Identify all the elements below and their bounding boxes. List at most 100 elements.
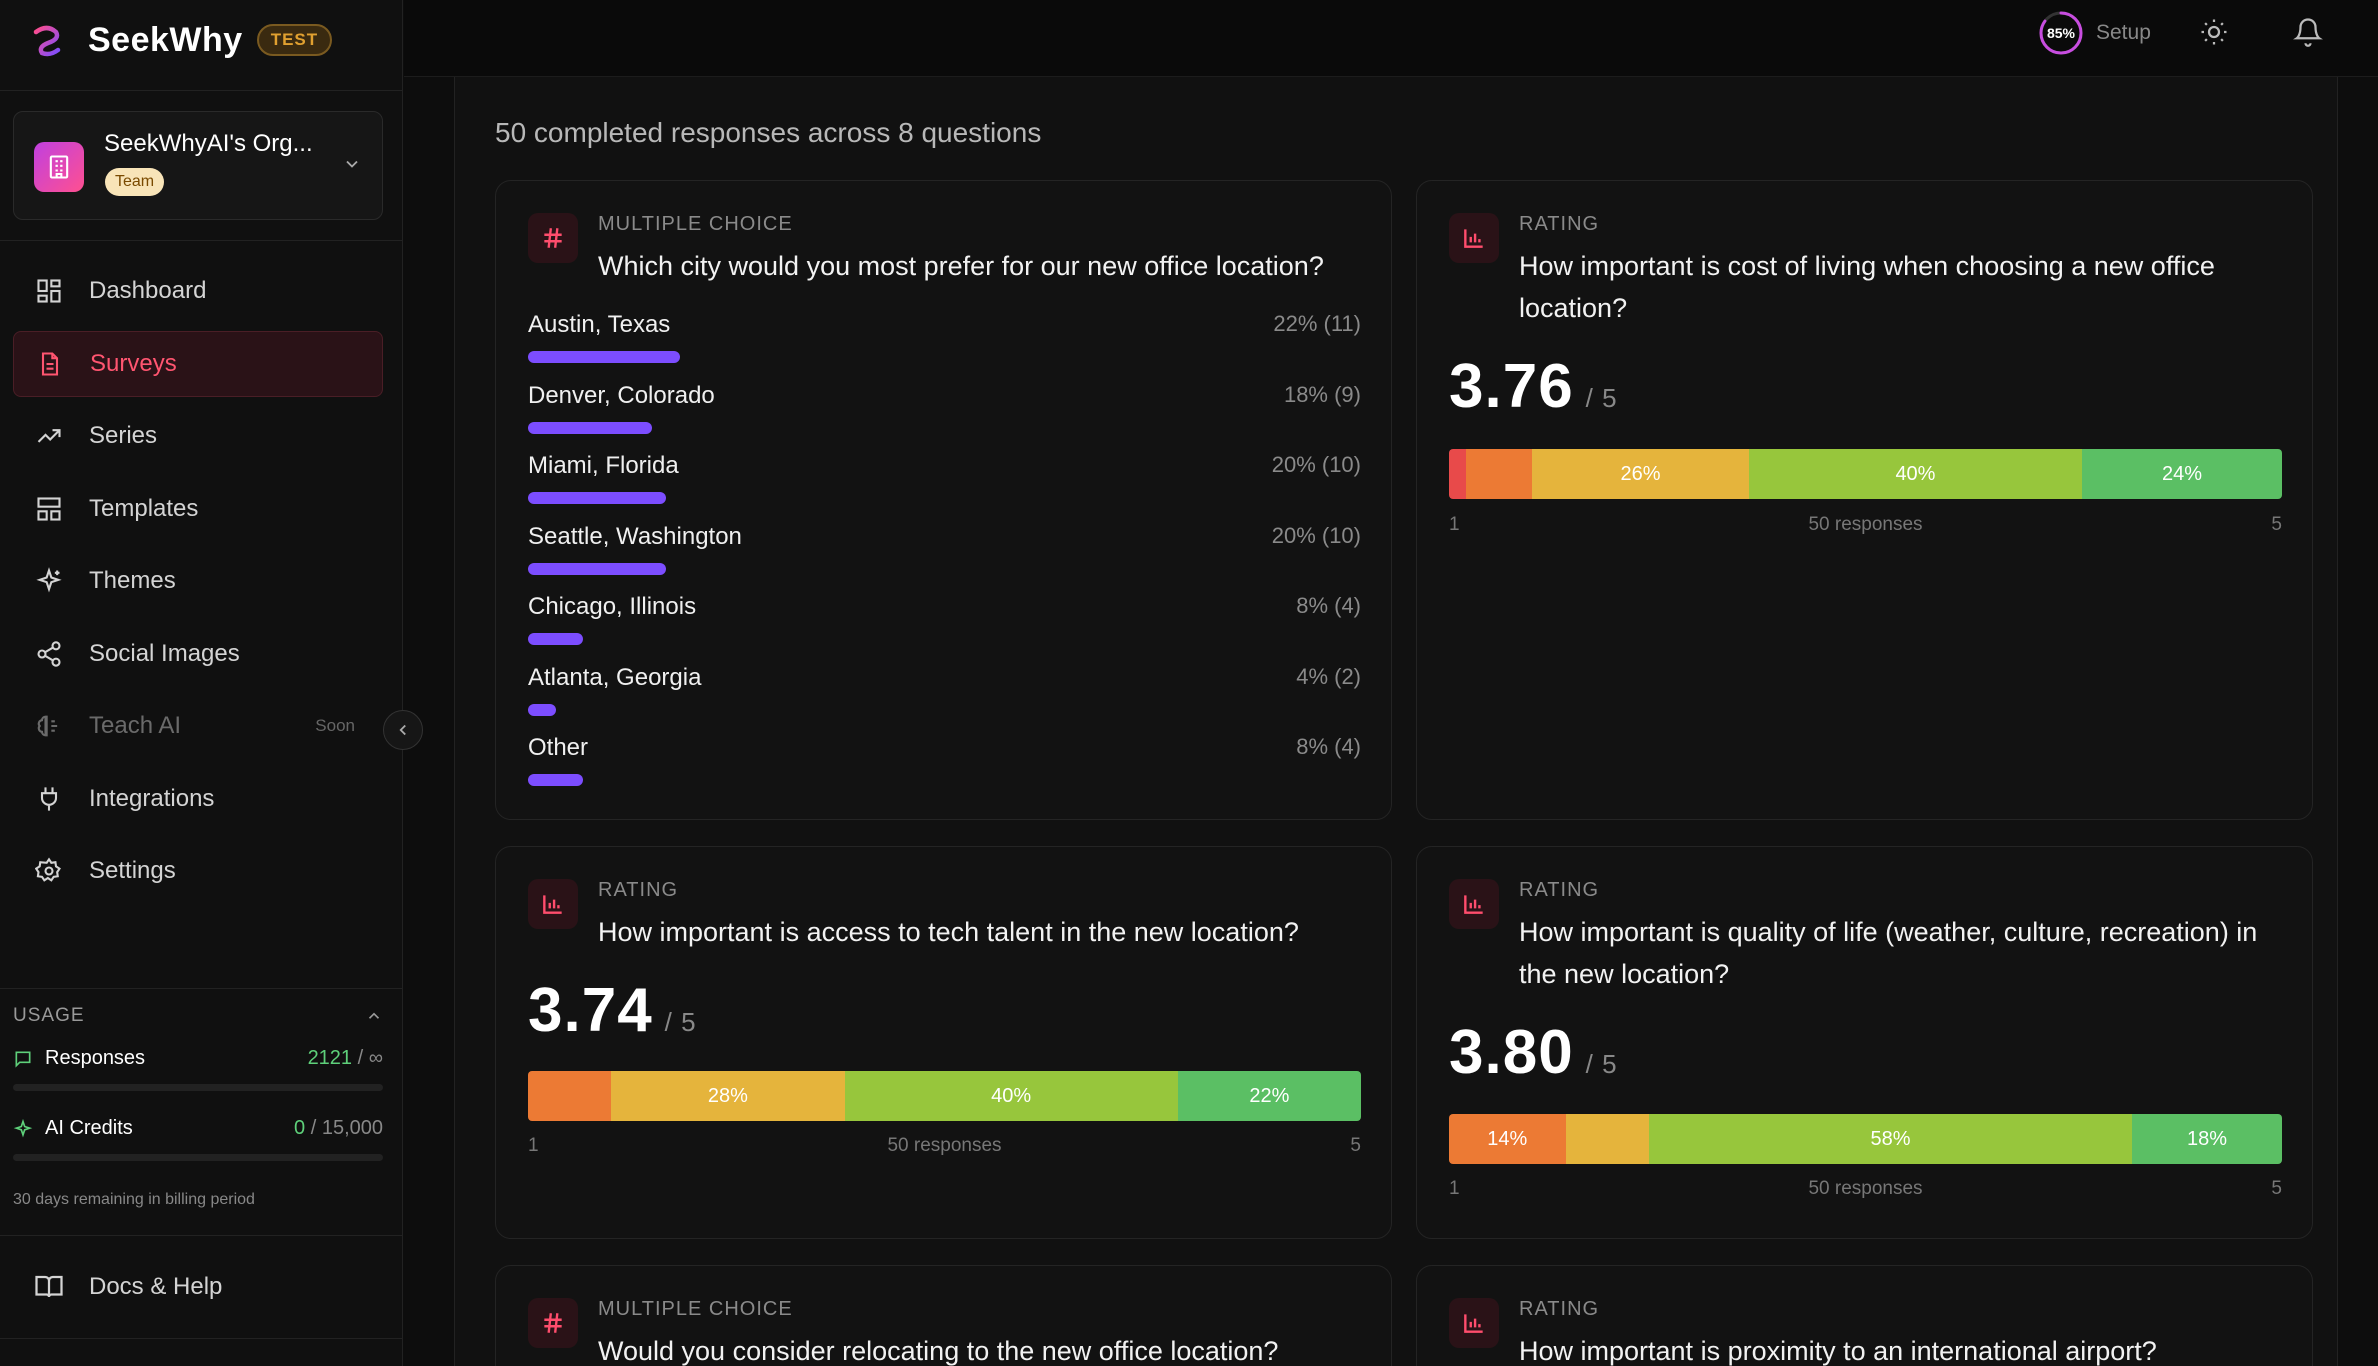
results-panel: 50 completed responses across 8 question… (454, 77, 2338, 1366)
nav-item-templates[interactable]: Templates (13, 476, 383, 542)
building-icon (34, 142, 84, 192)
question-type: RATING (1519, 879, 1600, 901)
chevron-down-icon (346, 160, 358, 168)
nav-item-settings[interactable]: Settings (13, 838, 383, 904)
rating-segment-4: 58% (1648, 1114, 2133, 1164)
choice-row: Chicago, Illinois 8% (4) (528, 593, 1361, 664)
rating-segment-4: 40% (844, 1071, 1178, 1121)
main-nav: Dashboard Surveys Series Templates Theme… (13, 258, 383, 911)
response-count: 50 responses (1808, 514, 1923, 535)
rating-segment-1 (1449, 449, 1466, 499)
setup-progress[interactable]: 85% Setup (2038, 10, 2151, 56)
choice-list: Austin, Texas 22% (11) Denver, Colorado 18… (528, 311, 1361, 805)
rating-segment-2: 14% (1449, 1114, 1566, 1164)
sparkles-icon (13, 1118, 33, 1137)
choice-row: Atlanta, Georgia 4% (2) (528, 664, 1361, 735)
axis-min: 1 (1449, 514, 1460, 535)
choice-row: Miami, Florida 20% (10) (528, 452, 1361, 523)
nav-item-integrations[interactable]: Integrations (13, 766, 383, 832)
question-type: MULTIPLE CHOICE (598, 213, 793, 235)
credits-progress (13, 1154, 383, 1161)
axis-max: 5 (1350, 1135, 1361, 1156)
chevron-left-icon (399, 724, 406, 736)
rating-segment-4: 40% (1748, 449, 2083, 499)
nav-label: Themes (89, 567, 176, 594)
choice-bar (528, 492, 666, 504)
choice-percent: 8% (4) (1296, 593, 1361, 618)
brand[interactable]: SeekWhy TEST (30, 18, 333, 62)
nav-label: Social Images (89, 639, 240, 667)
org-name: SeekWhyAI's Org... (104, 130, 313, 157)
question-title: How important is proximity to an interna… (1519, 1336, 2157, 1366)
billing-note: 30 days remaining in billing period (13, 1191, 255, 1208)
rating-segment-5: 24% (2082, 449, 2282, 499)
choice-label: Seattle, Washington (528, 522, 742, 550)
average-score: 3.80 / 5 (1449, 1017, 1618, 1088)
setup-progress-ring: 85% (2039, 11, 2083, 55)
collapse-sidebar-button[interactable] (383, 710, 423, 750)
response-count: 50 responses (887, 1135, 1002, 1156)
nav-label: Integrations (89, 784, 215, 812)
nav-item-series[interactable]: Series (13, 403, 383, 469)
choice-row: Austin, Texas 22% (11) (528, 311, 1361, 382)
axis-max: 5 (2271, 514, 2282, 535)
choice-label: Austin, Texas (528, 311, 671, 338)
choice-label: Denver, Colorado (528, 381, 715, 409)
notifications-button[interactable] (2290, 14, 2326, 50)
nav-item-themes[interactable]: Themes (13, 548, 383, 614)
choice-bar (528, 703, 556, 716)
choice-percent: 4% (2) (1296, 663, 1361, 689)
choice-percent: 18% (9) (1283, 381, 1361, 407)
score-denominator: / 5 (1585, 383, 1618, 413)
nav-item-dashboard[interactable]: Dashboard (13, 258, 383, 324)
book-open-icon (33, 1271, 65, 1303)
org-switcher[interactable]: SeekWhyAI's Org... Team (13, 111, 383, 220)
axis-min: 1 (1449, 1178, 1460, 1199)
question-title: How important is access to tech talent i… (598, 917, 1299, 947)
nav-label: Templates (89, 494, 199, 522)
docs-label: Docs & Help (89, 1273, 223, 1300)
score-value: 3.74 (528, 976, 653, 1045)
choice-bar (528, 562, 666, 575)
theme-toggle-button[interactable] (2196, 14, 2232, 50)
choice-label: Other (528, 734, 589, 761)
bell-icon (2293, 18, 2323, 47)
sparkles-icon (33, 565, 65, 597)
rating-segment-2 (1465, 449, 1533, 499)
nav-label: Teach AI (89, 712, 182, 739)
trending-up-icon (33, 420, 65, 452)
docs-help-link[interactable]: Docs & Help (13, 1254, 383, 1320)
sidebar: SeekWhy TEST SeekWhyAI's Org... Team Das… (0, 0, 403, 1366)
rating-segment-5: 18% (2132, 1114, 2282, 1164)
message-square-icon (15, 1051, 31, 1068)
divider (0, 240, 403, 241)
credits-usage: AI Credits 0 / 15,000 (13, 1117, 383, 1140)
nav-item-surveys[interactable]: Surveys (13, 330, 383, 397)
question-card: RATING How important is cost of living w… (1416, 180, 2313, 820)
choice-percent: 20% (10) (1271, 452, 1361, 477)
topbar: 85% Setup (404, 0, 2378, 77)
question-title: How important is cost of living when cho… (1519, 251, 2215, 323)
nav-label: Series (89, 422, 158, 449)
share-icon (33, 638, 65, 670)
responses-value: 2121 (307, 1047, 353, 1069)
test-badge: TEST (256, 24, 333, 56)
rating-segment-2 (528, 1071, 612, 1121)
response-count: 50 responses (1808, 1178, 1923, 1199)
choice-bar (528, 351, 680, 363)
score-value: 3.76 (1449, 352, 1574, 421)
setup-percent: 85% (2047, 25, 2076, 41)
hash-icon (528, 1298, 578, 1348)
usage-panel: USAGE Responses 2121 / ∞ AI Credits 0 / … (13, 1005, 383, 1209)
axis-max: 5 (2271, 1178, 2282, 1199)
score-denominator: / 5 (664, 1007, 697, 1037)
choice-percent: 22% (11) (1273, 311, 1361, 336)
nav-item-teach-ai: Teach AI Soon (13, 693, 383, 759)
credits-limit: / 15,000 (310, 1117, 383, 1139)
rating-segment-3: 26% (1532, 449, 1749, 499)
usage-header[interactable]: USAGE (13, 1005, 383, 1027)
question-type: RATING (1519, 213, 1600, 235)
layout-icon (33, 493, 65, 525)
nav-item-social-images[interactable]: Social Images (13, 621, 383, 687)
choice-bar (528, 774, 583, 786)
